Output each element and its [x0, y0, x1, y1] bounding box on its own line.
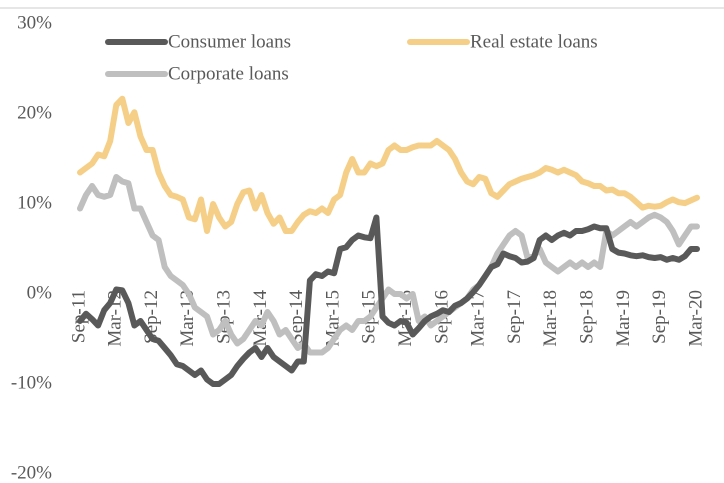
y-tick-label: -20% — [11, 462, 52, 483]
legend-label: Real estate loans — [470, 31, 598, 52]
y-tick-label: 20% — [17, 102, 52, 123]
x-tick-label: Mar-19 — [613, 290, 634, 347]
series-line — [77, 214, 700, 387]
y-tick-label: 0% — [27, 282, 53, 303]
x-tick-label: Sep-18 — [576, 290, 597, 344]
x-tick-label: Sep-11 — [68, 290, 89, 343]
legend-label: Consumer loans — [168, 31, 291, 52]
x-tick-label: Mar-14 — [250, 290, 271, 347]
x-tick-label: Sep-17 — [504, 290, 525, 344]
x-tick-label: Mar-17 — [468, 290, 489, 347]
x-tick-label: Mar-20 — [685, 290, 706, 347]
legend-label: Corporate loans — [168, 63, 289, 84]
y-tick-label: -10% — [11, 372, 52, 393]
x-tick-label: Mar-18 — [540, 290, 561, 347]
x-tick-label: Sep-14 — [286, 290, 307, 344]
x-tick-label: Sep-19 — [649, 290, 670, 344]
series-line — [77, 174, 700, 356]
y-tick-label: 30% — [17, 12, 52, 33]
y-tick-label: 10% — [17, 192, 52, 213]
series-line — [77, 95, 700, 234]
